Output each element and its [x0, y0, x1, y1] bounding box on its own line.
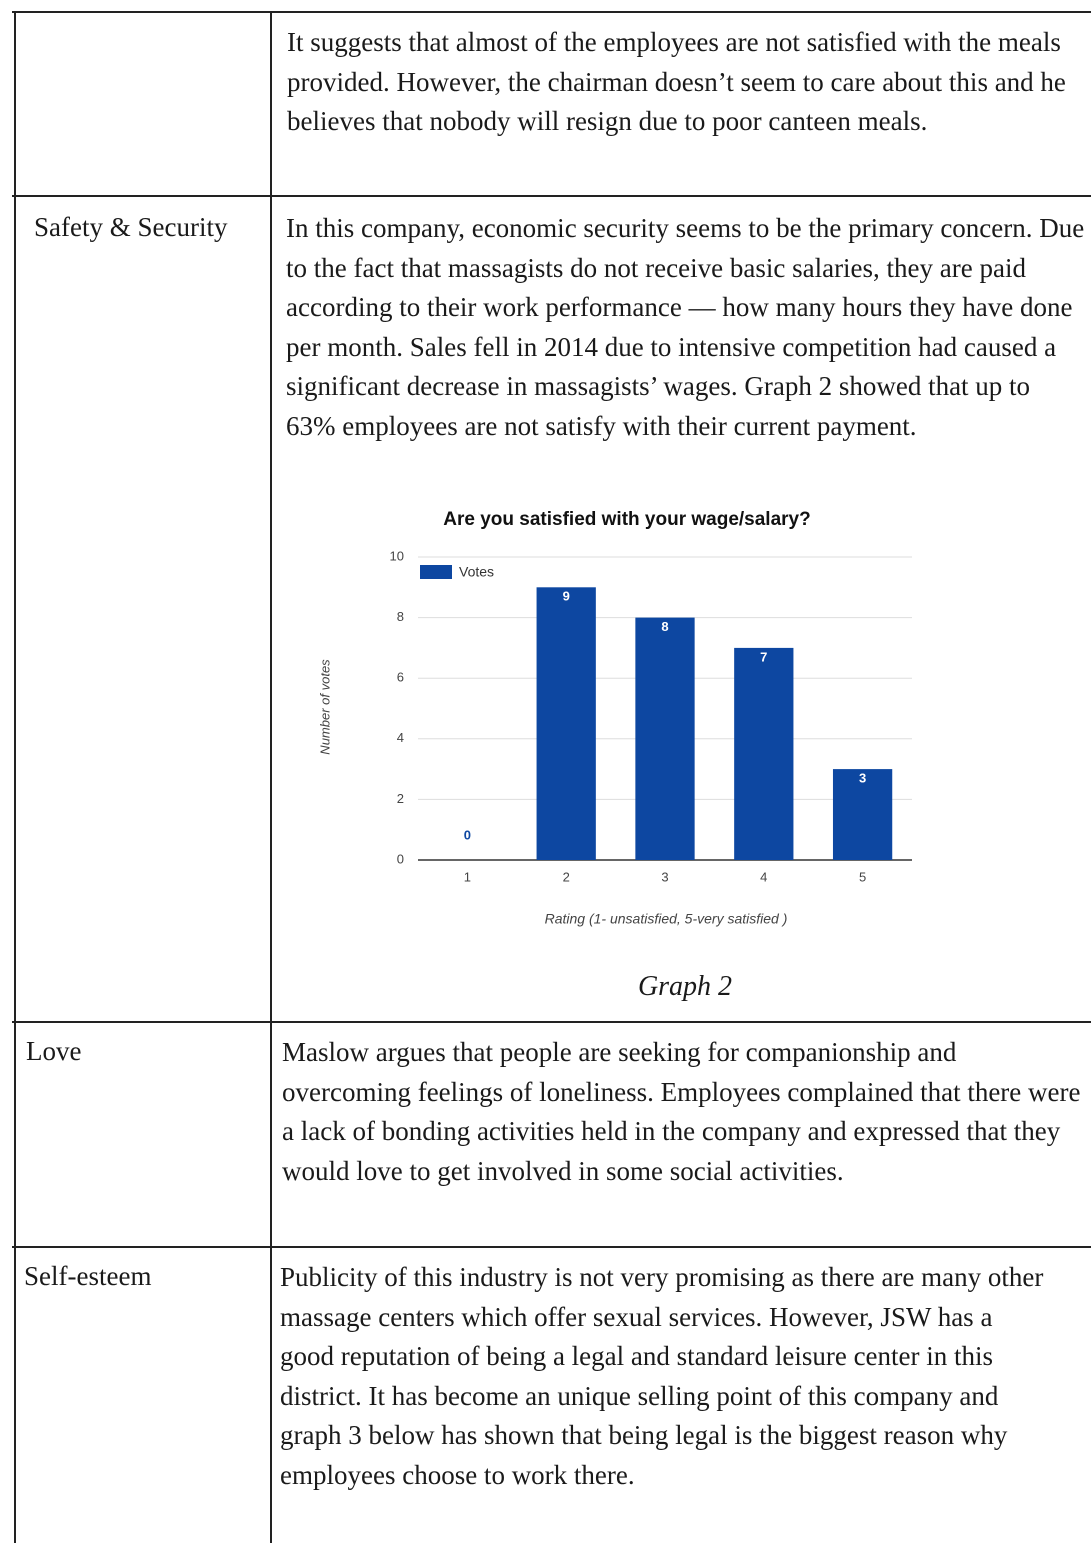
row-border — [12, 11, 1091, 13]
value-label: 7 — [760, 649, 767, 664]
legend-label: Votes — [459, 564, 494, 580]
x-axis-label: Rating (1- unsatisfied, 5-very satisfied… — [545, 911, 788, 927]
x-tick-label: 5 — [859, 869, 866, 884]
y-axis-label: Number of votes — [317, 659, 332, 755]
value-label: 8 — [661, 619, 668, 634]
col-border — [14, 11, 16, 1543]
bar — [536, 587, 596, 860]
cell-text: Maslow argues that people are seeking fo… — [282, 1037, 1081, 1186]
row-border — [12, 195, 1091, 197]
bar — [734, 647, 794, 860]
y-tick-label: 0 — [397, 851, 404, 866]
cell-label: Love — [26, 1036, 82, 1066]
legend-swatch — [420, 565, 452, 579]
row-border — [12, 1021, 1091, 1023]
chart-title: Are you satisfied with your wage/salary? — [443, 509, 810, 530]
bar — [635, 617, 695, 860]
value-label: 9 — [563, 589, 570, 604]
cell-text: Publicity of this industry is not very p… — [280, 1262, 1044, 1490]
x-tick-label: 1 — [464, 869, 471, 884]
y-tick-label: 8 — [397, 609, 404, 624]
row-border — [12, 1246, 1091, 1248]
cell-label: Self-esteem — [24, 1261, 152, 1291]
y-tick-label: 10 — [390, 548, 404, 563]
x-tick-label: 2 — [563, 869, 570, 884]
y-tick-label: 6 — [397, 670, 404, 685]
value-label: 0 — [464, 827, 471, 842]
col-border — [270, 11, 272, 1543]
cell-text: It suggests that almost of the employees… — [287, 27, 1066, 136]
x-tick-label: 3 — [661, 869, 668, 884]
y-tick-label: 2 — [397, 791, 404, 806]
y-tick-label: 4 — [397, 730, 404, 745]
caption: Graph 2 — [637, 971, 733, 1002]
value-label: 3 — [859, 771, 866, 786]
bar — [832, 769, 893, 860]
x-tick-label: 4 — [760, 869, 767, 884]
cell-text: In this company, economic security seems… — [286, 213, 1085, 441]
cell-label: Safety & Security — [34, 212, 228, 242]
